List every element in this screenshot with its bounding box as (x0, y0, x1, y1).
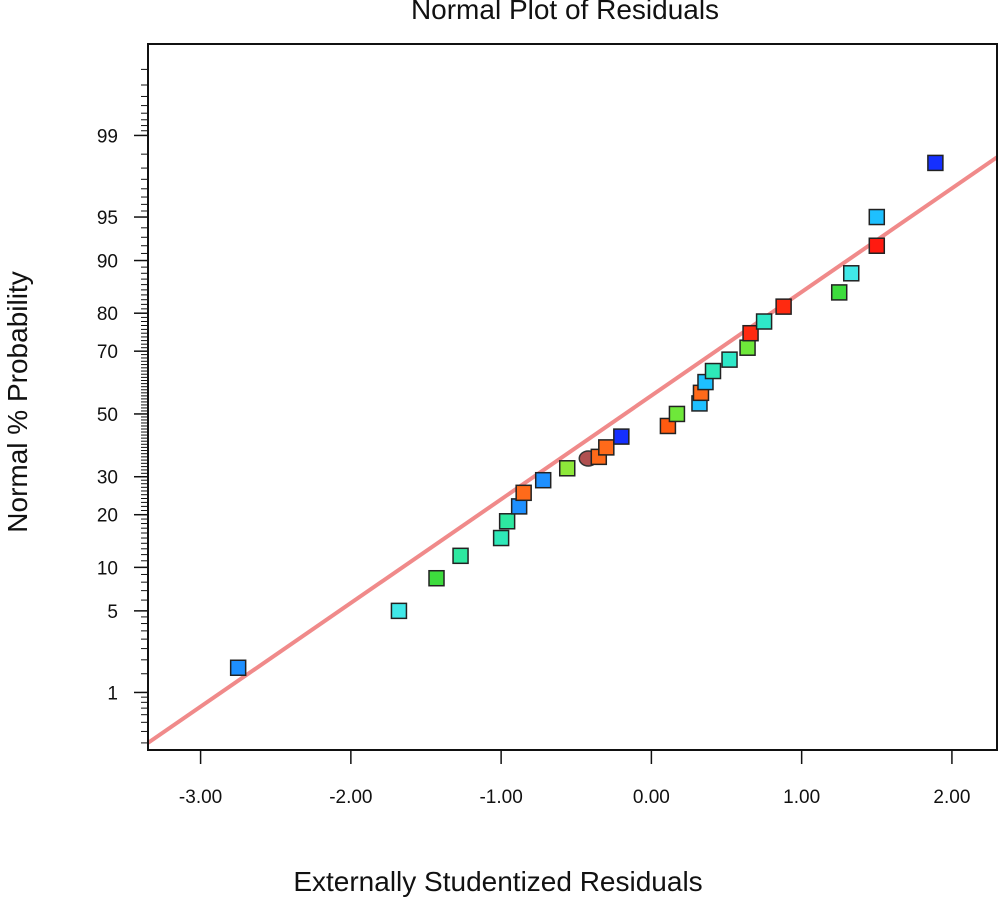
chart-title: Normal Plot of Residuals (410, 0, 720, 25)
y-tick-label: 1 (107, 683, 118, 704)
y-tick-label: 5 (107, 602, 118, 623)
data-point (428, 569, 445, 587)
data-point (510, 498, 528, 515)
data-point (868, 208, 886, 226)
data-point (927, 154, 944, 172)
data-point (598, 439, 615, 456)
y-tick-label: 30 (97, 468, 118, 489)
data-points (229, 154, 944, 677)
data-point (452, 547, 469, 565)
data-point (558, 460, 576, 477)
data-point (742, 324, 759, 342)
y-tick-label: 99 (97, 126, 118, 147)
y-tick-label: 10 (97, 558, 118, 579)
data-point (668, 405, 686, 423)
data-point (755, 313, 773, 330)
y-tick-label: 50 (97, 405, 118, 426)
data-point (721, 351, 738, 368)
data-point (534, 471, 552, 489)
data-point (868, 237, 886, 254)
y-tick-label: 90 (97, 252, 118, 273)
x-axis-label: Externally Studentized Residuals (293, 866, 703, 897)
x-tick-label: 0.00 (633, 787, 670, 808)
data-point (515, 484, 532, 502)
x-tick-label: 1.00 (783, 787, 820, 808)
data-point (704, 362, 722, 380)
reference-line (146, 155, 999, 745)
y-tick-label: 70 (97, 342, 118, 363)
plot-frame (147, 43, 998, 751)
data-point (613, 428, 630, 445)
x-tick-label: -1.00 (479, 787, 522, 808)
data-point (390, 602, 408, 620)
x-tick-label: -3.00 (179, 787, 222, 808)
x-tick-label: -2.00 (329, 787, 372, 808)
data-point (739, 339, 756, 356)
data-point (229, 659, 247, 677)
data-point (842, 265, 860, 282)
y-tick-label: 95 (97, 208, 118, 229)
data-point (830, 284, 848, 301)
axis-ticks: 1 5 10 20 30 50 70 80 90 95 99 -3.00 -2.00 -1.00 0.00 1… (97, 68, 970, 808)
data-point (492, 529, 510, 547)
data-point (498, 513, 516, 530)
data-point (775, 298, 792, 315)
data-point (659, 417, 677, 435)
y-tick-label: 20 (97, 506, 118, 527)
y-tick-label: 80 (97, 304, 118, 325)
x-tick-label: 2.00 (933, 787, 970, 808)
